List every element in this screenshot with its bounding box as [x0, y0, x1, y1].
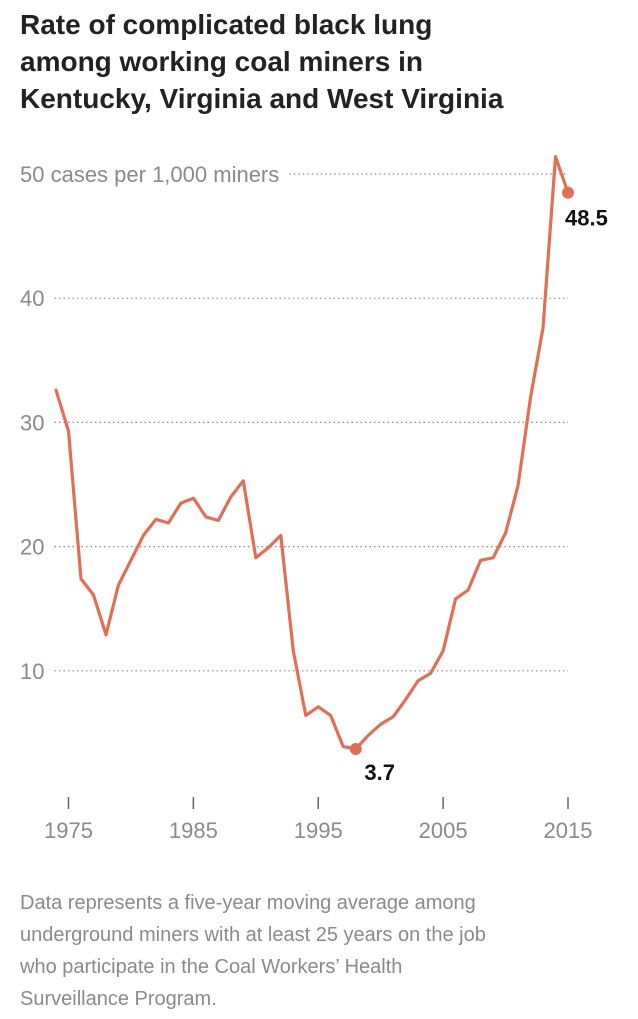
chart-note-line: who participate in the Coal Workers’ Hea…: [20, 956, 403, 978]
chart-title: Rate of complicated black lung among wor…: [20, 6, 620, 117]
annotation-label: 48.5: [565, 206, 608, 231]
x-tick-label: 2015: [544, 818, 593, 843]
x-tick-label: 2005: [419, 818, 468, 843]
y-tick-label: 20: [20, 535, 44, 560]
chart-title-line: among working coal miners in: [20, 46, 423, 77]
chart-note-line: Data represents a five-year moving avera…: [20, 892, 476, 914]
chart-title-line: Rate of complicated black lung: [20, 9, 433, 40]
annotation-point: [562, 186, 574, 199]
y-tick-label: 40: [20, 286, 44, 311]
chart-note: Data represents a five-year moving avera…: [20, 887, 620, 1015]
chart-note-line: Surveillance Program.: [20, 988, 217, 1010]
y-tick-label: 30: [20, 410, 44, 435]
x-tick-label: 1995: [294, 818, 343, 843]
series-line: [54, 155, 570, 751]
chart-title-line: Kentucky, Virginia and West Virginia: [20, 83, 504, 114]
y-tick-label: 50 cases per 1,000 miners: [20, 162, 279, 187]
annotation-label: 3.7: [364, 760, 395, 785]
chart-note-line: underground miners with at least 25 year…: [20, 924, 486, 946]
x-tick-label: 1975: [44, 818, 93, 843]
x-tick-label: 1985: [169, 818, 218, 843]
y-tick-label: 10: [20, 659, 44, 684]
annotation-point: [349, 743, 362, 756]
